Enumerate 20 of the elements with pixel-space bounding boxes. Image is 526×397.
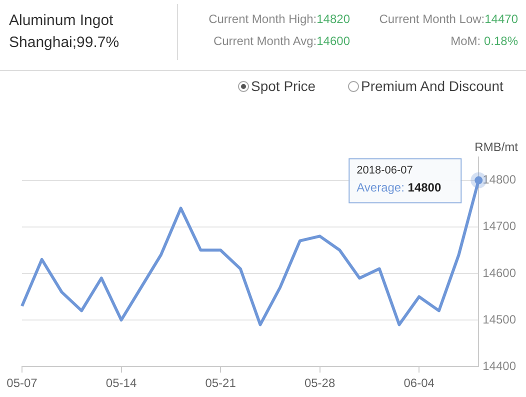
chart-subtitle: Shanghai;99.7%	[9, 34, 120, 51]
y-axis-title: RMB/mt	[474, 140, 518, 154]
chart-title: Aluminum Ingot	[9, 12, 114, 29]
text: Premium And Discount	[361, 78, 504, 94]
x-tick-label: 05-28	[304, 376, 336, 390]
annotation: 2018-06-07 Average: 14800	[356, 164, 442, 195]
x-tick-label: 05-14	[106, 376, 137, 390]
y-tick-label: 14700	[482, 219, 516, 234]
text: Current Month Avg:14600	[213, 34, 350, 48]
text: Current Month High:14820	[208, 12, 350, 26]
x-tick-label: 06-04	[404, 376, 435, 390]
y-tick-label: 14500	[482, 312, 516, 326]
text: Spot Price	[251, 78, 316, 94]
text: Current Month Low:14470	[379, 12, 518, 26]
y-tick-label: 14800	[482, 172, 516, 187]
x-tick-label: 05-21	[205, 376, 236, 390]
text: MoM: 0.18%	[450, 34, 518, 48]
y-tick-label: 14600	[482, 266, 516, 280]
x-tick-label: 05-07	[6, 376, 38, 390]
y-tick-label: 14400	[482, 358, 516, 373]
